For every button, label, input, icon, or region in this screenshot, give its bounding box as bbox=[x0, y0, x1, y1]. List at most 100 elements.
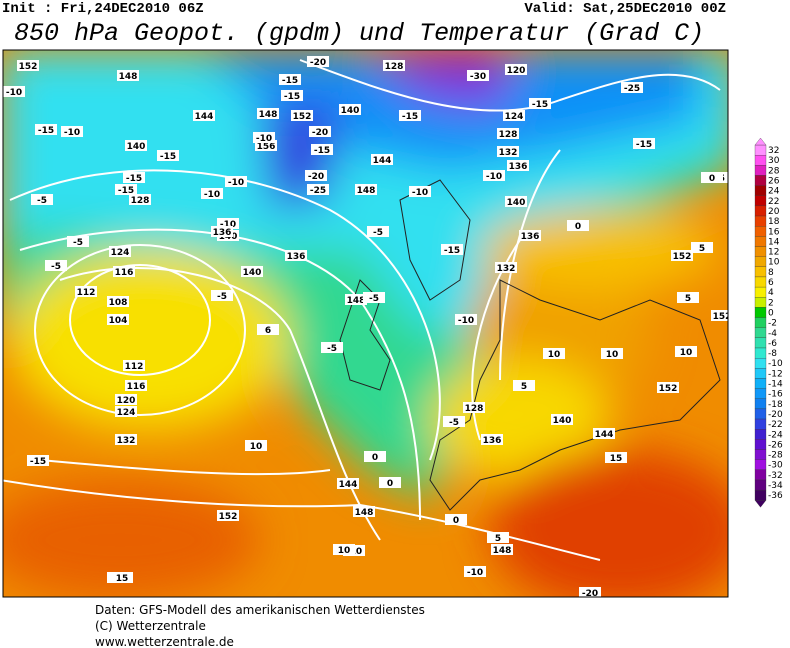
contour-label: -15 bbox=[636, 140, 652, 150]
contour-label: 140 bbox=[507, 198, 526, 208]
legend-label: -2 bbox=[768, 319, 777, 329]
contour-label: 124 bbox=[117, 408, 136, 418]
contour-label-box bbox=[125, 140, 147, 151]
contour-label: 144 bbox=[195, 112, 214, 122]
contour-label: 132 bbox=[497, 264, 516, 274]
contour-label-box bbox=[115, 394, 137, 405]
contour-label: -20 bbox=[312, 128, 328, 138]
legend-label: -16 bbox=[768, 390, 783, 400]
contour-label: 136 bbox=[213, 228, 232, 238]
legend-arrow-top bbox=[754, 137, 767, 146]
contour-label-box bbox=[633, 138, 655, 149]
contour-label: 136 bbox=[509, 162, 528, 172]
legend-swatch bbox=[754, 357, 767, 369]
contour-label: 116 bbox=[127, 382, 146, 392]
legend-swatch bbox=[754, 388, 767, 399]
contour-label: 152 bbox=[713, 312, 732, 322]
legend-label: 32 bbox=[768, 146, 779, 156]
legend-label: -24 bbox=[768, 430, 783, 440]
legend-label: 22 bbox=[768, 197, 779, 207]
contour-label: -5 bbox=[449, 418, 459, 428]
contour-label-box bbox=[371, 154, 393, 165]
contour-label: -10 bbox=[228, 178, 244, 188]
contour-label-box bbox=[115, 406, 137, 417]
legend-swatch bbox=[754, 479, 767, 491]
legend-swatch bbox=[754, 185, 767, 196]
contour-label-box bbox=[309, 126, 331, 137]
legend-swatch bbox=[754, 226, 767, 237]
contour-label: 116 bbox=[115, 268, 134, 278]
contour-label: 15 bbox=[116, 574, 129, 584]
contour-label-box bbox=[497, 146, 519, 157]
legend-swatch bbox=[754, 154, 767, 166]
contour-label: 10 bbox=[250, 442, 263, 452]
contour-label-box bbox=[463, 402, 485, 413]
contour-label-box bbox=[193, 110, 215, 121]
legend-label: 16 bbox=[768, 227, 780, 237]
contour-label: 128 bbox=[131, 196, 150, 206]
contour-label-box bbox=[123, 172, 145, 183]
contour-label-box bbox=[701, 172, 723, 183]
contour-label: -10 bbox=[458, 316, 474, 326]
contour-label-box bbox=[579, 587, 601, 597]
contour-label-box bbox=[399, 110, 421, 121]
contour-label: -5 bbox=[373, 228, 383, 238]
legend-label: -32 bbox=[768, 471, 783, 481]
contour-label: 148 bbox=[355, 508, 374, 518]
contour-label: 10 bbox=[338, 546, 351, 556]
legend-swatch bbox=[754, 337, 767, 349]
contour-label-box bbox=[117, 70, 139, 81]
contour-label-box bbox=[481, 434, 503, 445]
contour-label: 140 bbox=[341, 106, 360, 116]
contour-label-box bbox=[513, 380, 535, 391]
legend-label: 0 bbox=[768, 308, 774, 318]
contour-label: 108 bbox=[109, 298, 128, 308]
legend-swatch bbox=[754, 297, 767, 308]
contour-label: -15 bbox=[532, 100, 548, 110]
legend-swatch bbox=[754, 205, 767, 217]
contour-label-box bbox=[383, 60, 405, 71]
legend-label: 6 bbox=[768, 278, 774, 288]
legend-swatch bbox=[754, 276, 767, 288]
legend-label: 14 bbox=[768, 237, 780, 247]
legend-swatch bbox=[754, 307, 767, 318]
contour-label: 120 bbox=[507, 66, 526, 76]
contour-label-box bbox=[211, 290, 233, 301]
contour-label-box bbox=[307, 56, 329, 67]
footer-url: www.wetterzentrale.de bbox=[95, 635, 234, 648]
legend-swatch bbox=[754, 236, 767, 247]
contour-label: 120 bbox=[117, 396, 136, 406]
contour-label: 140 bbox=[553, 416, 572, 426]
contour-label: 0 bbox=[372, 453, 378, 463]
contour-label-box bbox=[255, 140, 277, 151]
contour-label: -15 bbox=[38, 126, 54, 136]
contour-label-box bbox=[364, 451, 386, 462]
legend-label: 28 bbox=[768, 166, 780, 176]
contour-label: -20 bbox=[308, 172, 324, 182]
legend-swatch bbox=[754, 256, 767, 267]
map: 152 148 -10 -10 -15 -20 128 -30 120 -25 144 -15 148 1… bbox=[3, 50, 732, 597]
contour-label: 10 bbox=[680, 348, 693, 358]
contour-label-box bbox=[487, 532, 509, 543]
contour-label-box bbox=[505, 64, 527, 75]
legend-label: 12 bbox=[768, 248, 779, 258]
contour-label-box bbox=[519, 230, 541, 241]
legend-label: 26 bbox=[768, 177, 780, 187]
contour-label-box bbox=[157, 150, 179, 161]
legend-swatch bbox=[754, 489, 767, 501]
legend-swatch bbox=[754, 408, 767, 420]
map-title: 850 hPa Geopot. (gpdm) und Temperatur (G… bbox=[14, 19, 704, 48]
valid-time: Valid: Sat,25DEC2010 00Z bbox=[524, 1, 726, 17]
legend-label: 24 bbox=[768, 187, 780, 197]
contour-label-box bbox=[285, 250, 307, 261]
contour-label: -15 bbox=[160, 152, 176, 162]
legend-swatch bbox=[754, 398, 767, 410]
contour-label: -10 bbox=[467, 568, 483, 578]
contour-label-box bbox=[339, 104, 361, 115]
legend-label: -12 bbox=[768, 369, 783, 379]
legend-swatch bbox=[754, 144, 767, 156]
contour-label-box bbox=[441, 244, 463, 255]
contour-label: -15 bbox=[282, 76, 298, 86]
contour-label: -10 bbox=[412, 188, 428, 198]
contour-label-box bbox=[345, 294, 367, 305]
